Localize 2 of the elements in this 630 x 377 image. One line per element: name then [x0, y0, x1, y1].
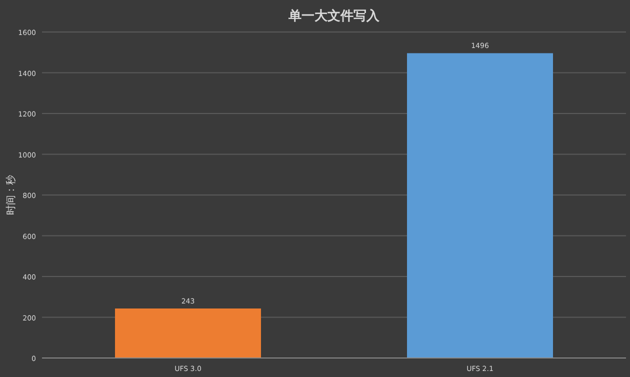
chart-title: 单一大文件写入 — [288, 8, 380, 24]
y-axis-title: 时间：秒 — [5, 175, 17, 215]
